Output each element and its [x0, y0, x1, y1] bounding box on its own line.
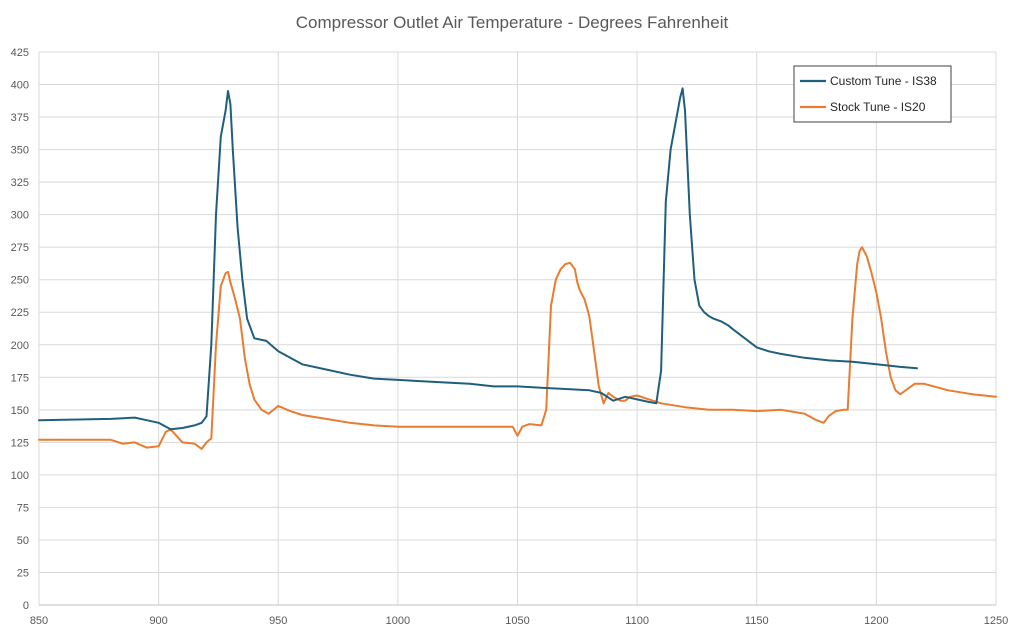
axes: 0 25 50 75 100 125 150 175 200 225 250 275 300 325 350…: [11, 47, 1009, 627]
x-tick-label: 1050: [505, 615, 529, 627]
legend-label-custom-tune: Custom Tune - IS38: [830, 74, 937, 88]
chart-title: Compressor Outlet Air Temperature - Degr…: [296, 13, 729, 32]
x-tick-label: 1150: [745, 615, 769, 627]
legend: Custom Tune - IS38 Stock Tune - IS20: [793, 65, 952, 123]
legend-box: [793, 65, 952, 123]
y-tick-label: 300: [11, 210, 29, 222]
x-tick-label: 850: [30, 615, 48, 627]
y-tick-label: 100: [11, 470, 29, 482]
series-line-custom-tune: [38, 87, 918, 431]
series-lines: [38, 87, 997, 450]
y-tick-label: 50: [17, 535, 29, 547]
y-tick-label: 75: [17, 502, 29, 514]
y-tick-label: 200: [11, 340, 29, 352]
x-tick-label: 1250: [984, 615, 1008, 627]
x-tick-label: 900: [149, 615, 167, 627]
y-tick-label: 150: [11, 405, 29, 417]
x-tick-label: 950: [269, 615, 287, 627]
y-tick-label: 0: [23, 600, 29, 612]
y-tick-label: 225: [11, 307, 29, 319]
series-line-stock-tune: [38, 246, 997, 450]
y-tick-label: 250: [11, 275, 29, 287]
y-tick-label: 425: [11, 47, 29, 59]
y-tick-label: 25: [17, 567, 29, 579]
y-tick-label: 350: [11, 145, 29, 157]
legend-label-stock-tune: Stock Tune - IS20: [830, 100, 926, 114]
y-tick-label: 275: [11, 242, 29, 254]
y-tick-label: 375: [11, 112, 29, 124]
y-tick-label: 325: [11, 177, 29, 189]
x-tick-label: 1200: [864, 615, 888, 627]
y-tick-label: 125: [11, 437, 29, 449]
y-tick-label: 175: [11, 372, 29, 384]
y-tick-label: 400: [11, 80, 29, 92]
gridlines: [38, 51, 997, 606]
x-tick-label: 1100: [625, 615, 649, 627]
x-tick-label: 1000: [386, 615, 410, 627]
